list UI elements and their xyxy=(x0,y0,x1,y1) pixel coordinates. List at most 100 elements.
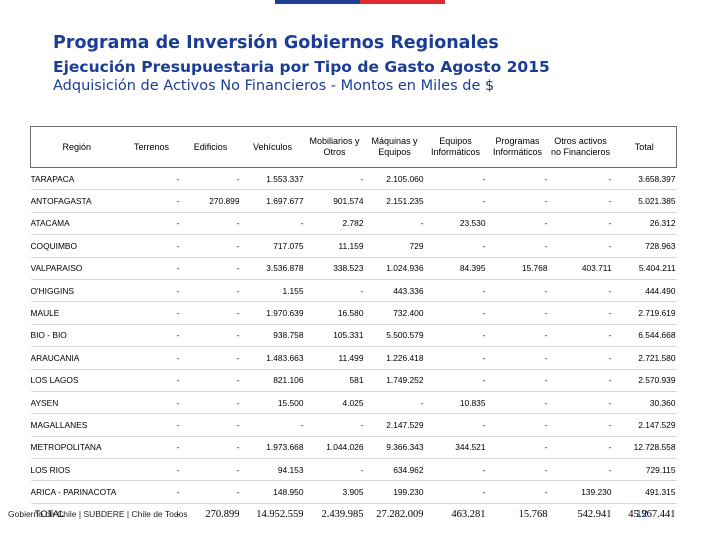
page-title: Programa de Inversión Gobiernos Regional… xyxy=(53,33,499,53)
cell-mobiliarios: 4.025 xyxy=(304,391,365,415)
cell-maquinas: 1.024.936 xyxy=(364,257,425,280)
cell-edificios: 270.899 xyxy=(180,189,241,213)
cell-programas-informaticos: - xyxy=(486,391,549,415)
cell-mobiliarios: - xyxy=(304,458,365,482)
cell-otros-activos: - xyxy=(548,189,613,213)
cell-mobiliarios: 338.523 xyxy=(304,257,365,280)
footer-source: Gobierno de Chile | SUBDERE | Chile de T… xyxy=(8,509,188,519)
cell-maquinas: - xyxy=(364,212,425,236)
cell-edificios: - xyxy=(180,480,241,504)
cell-vehiculos: - xyxy=(240,212,305,236)
column-header-equipos-informaticos: Equipos Informáticos xyxy=(424,126,487,168)
cell-otros-activos: - xyxy=(548,391,613,415)
total-row: TOTAL - 270.899 14.952.559 2.439.985 27.282.0… xyxy=(31,503,677,526)
table-row: MAGALLANES - - - -2.147.529- - -2.147.529 xyxy=(30,413,677,437)
cell-maquinas: 732.400 xyxy=(364,301,425,325)
cell-region: ANTOFAGASTA xyxy=(30,189,123,213)
cell-terrenos: - xyxy=(122,458,181,482)
table-row: TARAPACA - -1.553.337-2.105.060- - -3.658.39… xyxy=(30,167,677,191)
cell-vehiculos: 821.106 xyxy=(240,369,305,392)
cell-programas-informaticos: - xyxy=(486,301,549,325)
cell-region: MAGALLANES xyxy=(30,413,123,437)
table-row: ARICA - PARINACOTA - -148.950 3.905 199.230-… xyxy=(30,480,677,504)
cell-total: 729.115 xyxy=(612,458,677,482)
cell-mobiliarios: 581 xyxy=(304,369,365,392)
cell-mobiliarios: 3.905 xyxy=(304,480,365,504)
cell-total: 3.658.397 xyxy=(612,167,677,191)
cell-terrenos: - xyxy=(176,509,180,521)
cell-mobiliarios: 1.044.026 xyxy=(304,436,365,460)
cell-maquinas: 1.749.252 xyxy=(364,369,425,392)
cell-vehiculos: 1.973.668 xyxy=(240,436,305,460)
cell-mobiliarios: 16.580 xyxy=(304,301,365,325)
cell-vehiculos: 1.970.639 xyxy=(240,301,305,325)
cell-maquinas: 5.500.579 xyxy=(364,324,425,348)
cell-equipos-informaticos: - xyxy=(424,458,487,482)
cell-otros-activos: - xyxy=(548,436,613,460)
cell-terrenos: - xyxy=(122,369,181,392)
cell-programas-informaticos: - xyxy=(486,413,549,437)
cell-vehiculos: 1.553.337 xyxy=(240,167,305,191)
cell-edificios: - xyxy=(180,391,241,415)
cell-terrenos: - xyxy=(122,301,181,325)
cell-equipos-informaticos: - xyxy=(424,234,487,258)
cell-programas-informaticos: - xyxy=(486,436,549,460)
column-header-vehiculos: Vehículos xyxy=(240,126,305,168)
table-header-row: Región Terrenos Edificios Vehículos Mobi… xyxy=(30,126,677,168)
cell-maquinas: 634.962 xyxy=(364,458,425,482)
flag-stripe xyxy=(275,0,445,4)
cell-edificios: - xyxy=(180,324,241,348)
cell-terrenos: - xyxy=(122,436,181,460)
cell-total: 30.360 xyxy=(612,391,677,415)
cell-terrenos: - xyxy=(122,167,181,191)
cell-edificios: - xyxy=(180,436,241,460)
cell-terrenos: - xyxy=(122,480,181,504)
cell-total: 26.312 xyxy=(612,212,677,236)
cell-region: AYSEN xyxy=(30,391,123,415)
cell-programas-informaticos: - xyxy=(486,458,549,482)
cell-programas-informaticos: - xyxy=(486,279,549,303)
cell-equipos-informaticos: - xyxy=(424,413,487,437)
cell-region: METROPOLITANA xyxy=(30,436,123,460)
table-row: AYSEN - -15.500 4.025-10.835- -30.360 xyxy=(30,391,677,415)
column-header-mobiliarios: Mobiliarios y Otros xyxy=(304,126,365,168)
cell-vehiculos: 15.500 xyxy=(240,391,305,415)
cell-maquinas: - xyxy=(364,391,425,415)
cell-equipos-informaticos: 463.281 xyxy=(451,509,486,521)
cell-region: COQUIMBO xyxy=(30,234,123,258)
cell-equipos-informaticos: - xyxy=(424,480,487,504)
flag-red-segment xyxy=(360,0,445,4)
cell-terrenos: - xyxy=(122,346,181,370)
table-row: LOS LAGOS - -821.106 581 1.749.252- - -2.570.9… xyxy=(30,369,677,392)
cell-region: O'HIGGINS xyxy=(30,279,123,303)
cell-mobiliarios: - xyxy=(304,279,365,303)
table-row: LOS RIOS - -94.153-634.962- - -729.115 xyxy=(30,458,677,482)
cell-mobiliarios: - xyxy=(304,413,365,437)
cell-region: BIO - BIO xyxy=(30,324,123,348)
cell-total: 2.570.939 xyxy=(612,369,677,392)
cell-maquinas: 199.230 xyxy=(364,480,425,504)
cell-vehiculos: 1.697.677 xyxy=(240,189,305,213)
cell-programas-informaticos: - xyxy=(486,234,549,258)
cell-maquinas: 2.151.235 xyxy=(364,189,425,213)
table-row: ATACAMA - - -2.782-23.530- -26.312 xyxy=(30,212,677,236)
cell-vehiculos: 1.155 xyxy=(240,279,305,303)
cell-vehiculos: 14.952.559 xyxy=(256,509,304,521)
cell-region: ATACAMA xyxy=(30,212,123,236)
page-subtitle: Ejecución Presupuestaria por Tipo de Gas… xyxy=(53,58,550,76)
cell-total: 12.728.558 xyxy=(612,436,677,460)
cell-otros-activos: - xyxy=(548,458,613,482)
cell-terrenos: - xyxy=(122,234,181,258)
cell-region: VALPARAISO xyxy=(30,257,123,280)
cell-programas-informaticos: - xyxy=(486,369,549,392)
budget-table: Región Terrenos Edificios Vehículos Mobi… xyxy=(30,126,677,526)
cell-total: 45.967.441 xyxy=(628,509,676,521)
cell-total: 6.544.668 xyxy=(612,324,677,348)
cell-maquinas: 729 xyxy=(364,234,425,258)
cell-maquinas: 27.282.009 xyxy=(376,509,424,521)
cell-edificios: - xyxy=(180,279,241,303)
column-header-programas-informaticos: Programas Informáticos xyxy=(486,126,549,168)
cell-maquinas: 1.226.418 xyxy=(364,346,425,370)
cell-programas-informaticos: - xyxy=(486,189,549,213)
table-row: COQUIMBO - -717.075 11.159 729- - -728.963 xyxy=(30,234,677,258)
